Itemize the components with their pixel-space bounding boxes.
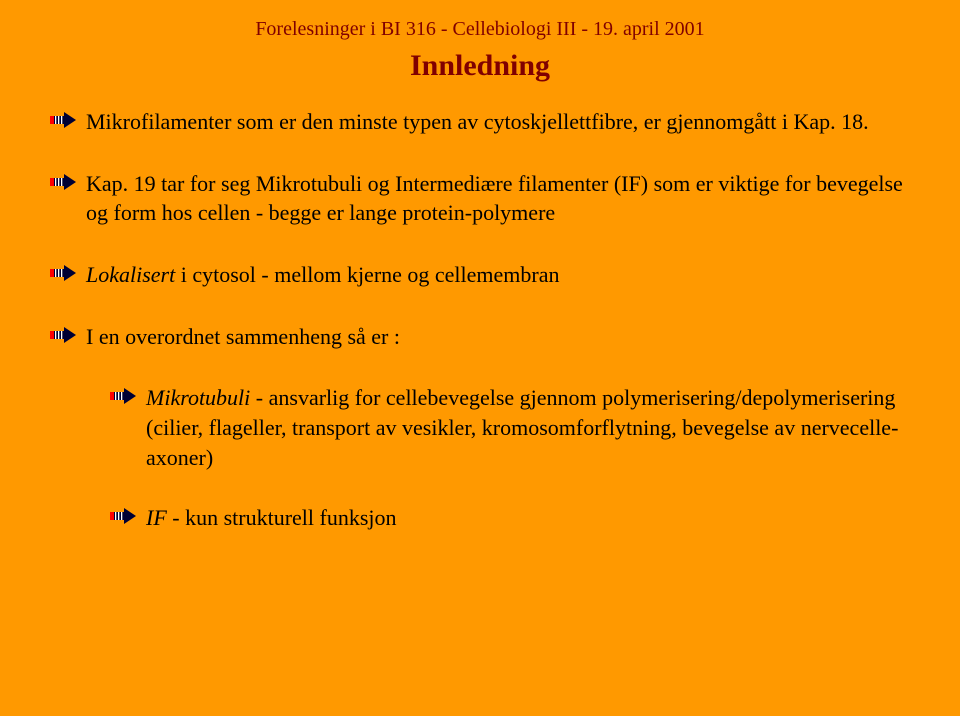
bullet-text: Lokalisert i cytosol - mellom kjerne og …	[86, 260, 560, 290]
bullet-text: I en overordnet sammenheng så er :	[86, 322, 400, 352]
bullet-item: Mikrofilamenter som er den minste typen …	[50, 107, 910, 137]
bullets-container: Mikrofilamenter som er den minste typen …	[50, 107, 910, 532]
arrow-icon	[50, 110, 76, 130]
bullet-item: Kap. 19 tar for seg Mikrotubuli og Inter…	[50, 169, 910, 228]
bullet-item: Lokalisert i cytosol - mellom kjerne og …	[50, 260, 910, 290]
bullet-text: Mikrofilamenter som er den minste typen …	[86, 107, 869, 137]
arrow-icon	[50, 263, 76, 283]
slide: Forelesninger i BI 316 - Cellebiologi II…	[0, 0, 960, 716]
arrow-icon	[110, 386, 136, 406]
arrow-icon	[50, 325, 76, 345]
bullet-item: IF - kun strukturell funksjon	[110, 503, 910, 533]
slide-header: Forelesninger i BI 316 - Cellebiologi II…	[50, 18, 910, 41]
arrow-icon	[110, 506, 136, 526]
arrow-icon	[50, 172, 76, 192]
bullet-text: IF - kun strukturell funksjon	[146, 503, 397, 533]
bullet-text: Mikrotubuli - ansvarlig for cellebevegel…	[146, 383, 910, 472]
bullet-item: Mikrotubuli - ansvarlig for cellebevegel…	[110, 383, 910, 472]
slide-title: Innledning	[50, 49, 910, 83]
bullet-text: Kap. 19 tar for seg Mikrotubuli og Inter…	[86, 169, 910, 228]
bullet-item: I en overordnet sammenheng så er :	[50, 322, 910, 352]
